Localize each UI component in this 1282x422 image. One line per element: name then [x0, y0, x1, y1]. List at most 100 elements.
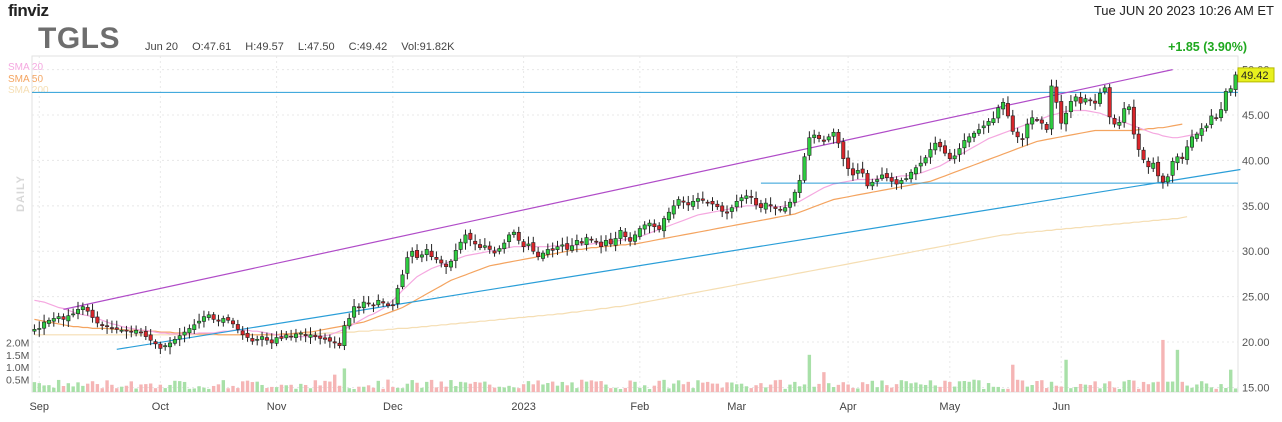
volume-bar	[633, 381, 637, 392]
candle-body	[1068, 101, 1073, 113]
candle-body	[947, 152, 952, 159]
volume-bar	[1229, 369, 1233, 392]
candle-body	[1049, 85, 1054, 130]
volume-bar	[463, 382, 468, 392]
candle-body	[473, 240, 478, 245]
volume-bar	[328, 381, 332, 392]
candle-body	[376, 299, 381, 306]
volume-bar	[604, 384, 608, 392]
volume-bar	[1083, 384, 1088, 392]
volume-bar	[376, 380, 380, 392]
volume-bar	[526, 381, 531, 392]
candle-body	[695, 198, 700, 202]
volume-bar	[52, 387, 56, 392]
candle-body	[603, 240, 608, 246]
volume-bar	[899, 380, 904, 392]
candle-body	[821, 139, 826, 142]
moving-averages	[34, 109, 1207, 338]
candle-body	[633, 234, 637, 242]
finviz-logo[interactable]: finviz	[8, 1, 49, 20]
candle-body	[1189, 136, 1194, 148]
volume-bar	[584, 381, 589, 392]
candle-body	[628, 237, 633, 242]
volume-bar	[720, 387, 724, 392]
volume-bar	[434, 387, 439, 392]
candle-body	[463, 234, 468, 244]
candle-body	[710, 200, 715, 205]
candle-body	[342, 325, 347, 347]
volume-bar	[1137, 388, 1141, 392]
candle-body	[938, 141, 943, 148]
volume-bar	[1185, 385, 1189, 392]
x-tick-label: May	[939, 401, 960, 413]
candle-body	[996, 107, 1001, 119]
volume-bar	[938, 386, 942, 392]
volume-bar	[173, 380, 177, 392]
volume-bar	[507, 385, 511, 392]
candle-body	[1010, 115, 1015, 132]
volume-bar	[313, 380, 318, 392]
candle-body	[865, 173, 870, 187]
volume-bar	[589, 380, 594, 392]
volume-bar	[1219, 384, 1223, 392]
candle-body	[90, 309, 95, 318]
candle-body	[1151, 162, 1156, 169]
volume-bar	[1141, 381, 1146, 392]
volume-bar	[977, 380, 981, 392]
volume-bar	[420, 387, 424, 392]
volume-bar	[570, 382, 574, 392]
high-value: H:49.57	[245, 41, 284, 53]
candle-body	[201, 316, 206, 322]
candle-body	[720, 205, 725, 212]
volume-bar	[749, 388, 753, 392]
volume-bar	[1103, 383, 1107, 392]
volume-bar	[124, 385, 129, 392]
x-tick-label: Apr	[840, 401, 857, 413]
volume-bar	[541, 384, 545, 392]
candle-body	[42, 321, 47, 329]
volume-bar	[425, 381, 429, 392]
candle-body	[1088, 99, 1093, 102]
volume-bar	[76, 382, 80, 392]
candle-body	[918, 162, 923, 167]
candle-body	[981, 125, 986, 129]
volume-bar	[696, 380, 700, 392]
volume-bar	[560, 381, 565, 392]
volume-bar	[303, 384, 308, 392]
volume-bar	[1049, 381, 1054, 392]
candle-body	[812, 134, 817, 138]
volume-bar	[1059, 386, 1063, 392]
y-tick-label: 30.00	[1242, 246, 1270, 258]
candle-body	[458, 241, 463, 250]
volume-bar	[647, 388, 652, 392]
y-tick-label: 20.00	[1242, 337, 1270, 349]
volume-bar	[517, 388, 521, 392]
candle-body	[831, 131, 836, 137]
volume-bar	[1044, 388, 1049, 392]
volume-bar	[812, 386, 816, 392]
volume-bar	[81, 385, 85, 392]
candle-body	[1107, 87, 1112, 118]
volume-bar	[744, 386, 749, 392]
candle-body	[807, 137, 812, 156]
candle-body	[642, 224, 647, 230]
volume-bar	[715, 383, 720, 392]
candle-body	[967, 136, 972, 143]
candle-body	[274, 337, 279, 344]
candle-body	[652, 223, 657, 228]
candle-body	[599, 241, 604, 248]
volume-bar	[1214, 388, 1218, 392]
x-tick-label: Dec	[383, 401, 403, 413]
candle-body	[429, 250, 434, 257]
volume-bar	[788, 384, 792, 392]
volume-bar	[1078, 383, 1083, 392]
volume-bar	[32, 382, 37, 392]
candle-body	[221, 318, 226, 323]
volume-bar	[139, 384, 143, 392]
candle-body	[778, 208, 783, 211]
candle-body	[284, 334, 289, 339]
volume-bar	[754, 385, 758, 392]
volume-bar	[483, 381, 487, 392]
candle-body	[705, 201, 710, 204]
